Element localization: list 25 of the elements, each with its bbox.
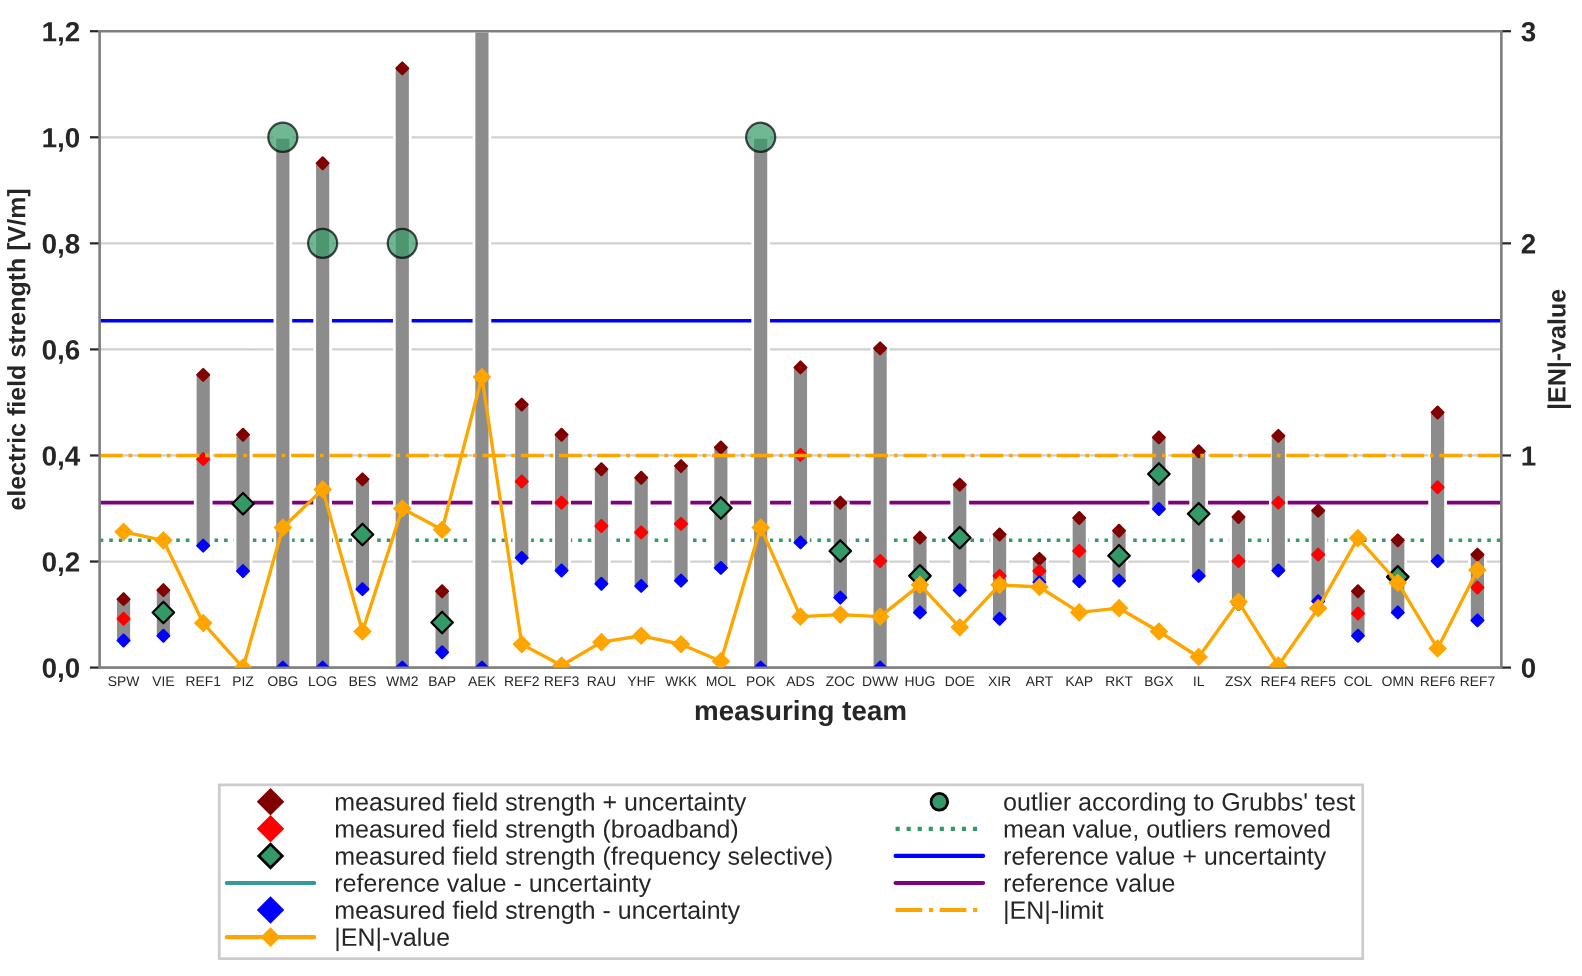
y-tick-label: 0,4 — [42, 446, 81, 470]
y-tick-label: 0,2 — [42, 552, 80, 576]
y-axis-title: electric field strength [V/m] — [7, 189, 31, 510]
x-axis-title: measuring team — [695, 699, 906, 726]
legend-label: measured field strength - uncertainty — [335, 900, 740, 924]
legend-label: measured field strength + uncertainty — [335, 792, 747, 816]
y-tick-label: 1,0 — [43, 127, 80, 152]
legend-label: |EN|-value — [336, 927, 449, 952]
legend-label: reference value - uncertainty — [335, 873, 652, 897]
y2-axis-title: |EN|-value — [1547, 289, 1571, 408]
legend-label: mean value, outliers removed — [1004, 819, 1330, 841]
y-tick-label: 0,6 — [42, 340, 80, 364]
legend-label: measured field strength (frequency selective) — [335, 846, 832, 870]
legend-label: measured field strength (broadband) — [335, 819, 738, 843]
legend-label: reference value — [1004, 873, 1175, 892]
y-tick-label: 1,2 — [43, 21, 80, 46]
y2-tick-label: 2 — [1521, 234, 1536, 254]
legend-label: outlier according to Grubbs' test — [1004, 792, 1356, 816]
y-tick-label: 0,0 — [42, 658, 80, 682]
y-tick-label: 0,8 — [42, 234, 80, 258]
y2-tick-label: 3 — [1521, 21, 1536, 42]
legend-label: |EN|-limit — [1005, 900, 1104, 925]
legend-label: reference value + uncertainty — [1004, 846, 1327, 870]
y2-tick-label: 1 — [1522, 446, 1536, 466]
y2-tick-label: 0 — [1521, 658, 1536, 678]
